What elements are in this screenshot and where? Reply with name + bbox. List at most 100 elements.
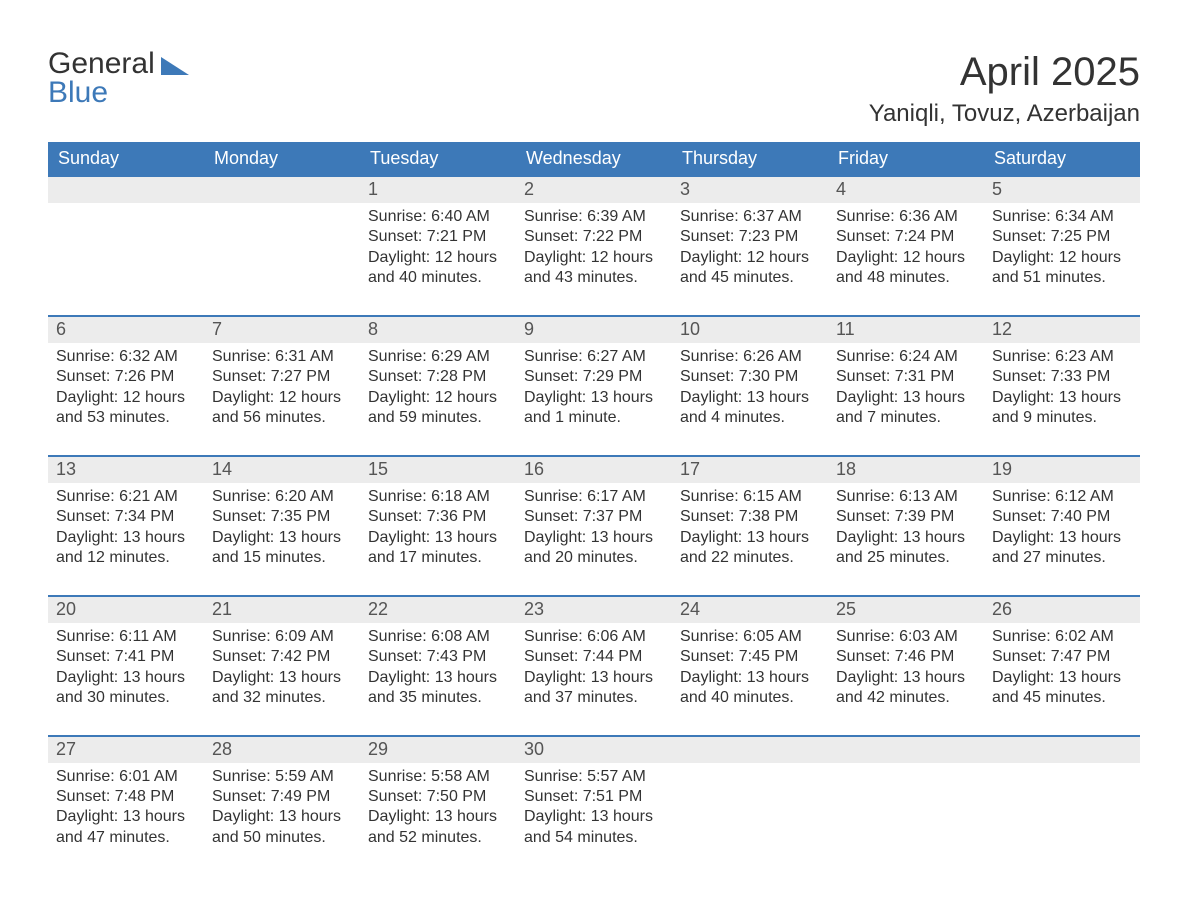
weekday-header: Monday bbox=[204, 142, 360, 175]
day-sr: Sunrise: 5:58 AM bbox=[368, 767, 508, 787]
day-sr: Sunrise: 6:09 AM bbox=[212, 627, 352, 647]
day-number: 21 bbox=[204, 597, 360, 623]
day-detail bbox=[672, 763, 828, 849]
day-detail: Sunrise: 6:15 AMSunset: 7:38 PMDaylight:… bbox=[672, 483, 828, 569]
day-d2: and 27 minutes. bbox=[992, 548, 1132, 568]
day-number: 3 bbox=[672, 177, 828, 203]
day-body-row: Sunrise: 6:32 AMSunset: 7:26 PMDaylight:… bbox=[48, 343, 1140, 429]
day-d1: Daylight: 13 hours bbox=[524, 807, 664, 827]
day-d1: Daylight: 13 hours bbox=[836, 528, 976, 548]
day-number: 6 bbox=[48, 317, 204, 343]
day-d1: Daylight: 13 hours bbox=[680, 528, 820, 548]
day-detail: Sunrise: 6:27 AMSunset: 7:29 PMDaylight:… bbox=[516, 343, 672, 429]
flag-icon bbox=[161, 57, 189, 75]
day-d2: and 37 minutes. bbox=[524, 688, 664, 708]
day-number: 23 bbox=[516, 597, 672, 623]
weekday-header-row: Sunday Monday Tuesday Wednesday Thursday… bbox=[48, 142, 1140, 175]
day-number: 27 bbox=[48, 737, 204, 763]
day-number: 15 bbox=[360, 457, 516, 483]
day-ss: Sunset: 7:40 PM bbox=[992, 507, 1132, 527]
day-ss: Sunset: 7:46 PM bbox=[836, 647, 976, 667]
day-ss: Sunset: 7:44 PM bbox=[524, 647, 664, 667]
day-sr: Sunrise: 6:31 AM bbox=[212, 347, 352, 367]
day-ss: Sunset: 7:45 PM bbox=[680, 647, 820, 667]
day-ss: Sunset: 7:27 PM bbox=[212, 367, 352, 387]
day-detail: Sunrise: 5:57 AMSunset: 7:51 PMDaylight:… bbox=[516, 763, 672, 849]
day-d2: and 20 minutes. bbox=[524, 548, 664, 568]
day-number: 7 bbox=[204, 317, 360, 343]
day-number: 25 bbox=[828, 597, 984, 623]
location-subtitle: Yaniqli, Tovuz, Azerbaijan bbox=[869, 100, 1140, 128]
day-number: 10 bbox=[672, 317, 828, 343]
day-d2: and 45 minutes. bbox=[992, 688, 1132, 708]
day-sr: Sunrise: 6:24 AM bbox=[836, 347, 976, 367]
day-d1: Daylight: 13 hours bbox=[368, 668, 508, 688]
day-d1: Daylight: 13 hours bbox=[524, 388, 664, 408]
day-d2: and 45 minutes. bbox=[680, 268, 820, 288]
weekday-header: Friday bbox=[828, 142, 984, 175]
day-number-row: 27282930 bbox=[48, 737, 1140, 763]
day-number: 14 bbox=[204, 457, 360, 483]
day-detail: Sunrise: 6:34 AMSunset: 7:25 PMDaylight:… bbox=[984, 203, 1140, 289]
day-d1: Daylight: 12 hours bbox=[212, 388, 352, 408]
day-ss: Sunset: 7:24 PM bbox=[836, 227, 976, 247]
weekday-header: Saturday bbox=[984, 142, 1140, 175]
day-number: 9 bbox=[516, 317, 672, 343]
day-number-row: 12345 bbox=[48, 177, 1140, 203]
day-d2: and 35 minutes. bbox=[368, 688, 508, 708]
day-d2: and 51 minutes. bbox=[992, 268, 1132, 288]
day-sr: Sunrise: 6:27 AM bbox=[524, 347, 664, 367]
weekday-header: Thursday bbox=[672, 142, 828, 175]
day-ss: Sunset: 7:50 PM bbox=[368, 787, 508, 807]
day-d1: Daylight: 13 hours bbox=[56, 668, 196, 688]
day-ss: Sunset: 7:29 PM bbox=[524, 367, 664, 387]
day-number: 16 bbox=[516, 457, 672, 483]
day-d2: and 47 minutes. bbox=[56, 828, 196, 848]
day-d2: and 9 minutes. bbox=[992, 408, 1132, 428]
day-d1: Daylight: 12 hours bbox=[680, 248, 820, 268]
day-detail: Sunrise: 6:06 AMSunset: 7:44 PMDaylight:… bbox=[516, 623, 672, 709]
day-d1: Daylight: 12 hours bbox=[368, 248, 508, 268]
title-block: April 2025 Yaniqli, Tovuz, Azerbaijan bbox=[869, 50, 1140, 128]
day-sr: Sunrise: 6:17 AM bbox=[524, 487, 664, 507]
day-sr: Sunrise: 6:21 AM bbox=[56, 487, 196, 507]
day-number-row: 6789101112 bbox=[48, 317, 1140, 343]
day-number: 1 bbox=[360, 177, 516, 203]
day-number: 17 bbox=[672, 457, 828, 483]
calendar-week: 27282930Sunrise: 6:01 AMSunset: 7:48 PMD… bbox=[48, 735, 1140, 849]
day-sr: Sunrise: 6:40 AM bbox=[368, 207, 508, 227]
day-detail bbox=[984, 763, 1140, 849]
day-sr: Sunrise: 6:12 AM bbox=[992, 487, 1132, 507]
day-d2: and 42 minutes. bbox=[836, 688, 976, 708]
day-detail: Sunrise: 5:59 AMSunset: 7:49 PMDaylight:… bbox=[204, 763, 360, 849]
day-ss: Sunset: 7:49 PM bbox=[212, 787, 352, 807]
day-d2: and 7 minutes. bbox=[836, 408, 976, 428]
day-detail bbox=[48, 203, 204, 289]
day-detail: Sunrise: 6:39 AMSunset: 7:22 PMDaylight:… bbox=[516, 203, 672, 289]
day-ss: Sunset: 7:35 PM bbox=[212, 507, 352, 527]
day-detail: Sunrise: 6:05 AMSunset: 7:45 PMDaylight:… bbox=[672, 623, 828, 709]
day-sr: Sunrise: 6:06 AM bbox=[524, 627, 664, 647]
page-root: General Blue April 2025 Yaniqli, Tovuz, … bbox=[0, 0, 1188, 888]
day-d2: and 32 minutes. bbox=[212, 688, 352, 708]
page-title: April 2025 bbox=[869, 50, 1140, 94]
day-number bbox=[672, 737, 828, 763]
day-sr: Sunrise: 6:34 AM bbox=[992, 207, 1132, 227]
day-detail bbox=[828, 763, 984, 849]
day-sr: Sunrise: 6:37 AM bbox=[680, 207, 820, 227]
day-d2: and 40 minutes. bbox=[368, 268, 508, 288]
day-number: 30 bbox=[516, 737, 672, 763]
day-detail: Sunrise: 6:21 AMSunset: 7:34 PMDaylight:… bbox=[48, 483, 204, 569]
day-ss: Sunset: 7:39 PM bbox=[836, 507, 976, 527]
day-detail: Sunrise: 6:03 AMSunset: 7:46 PMDaylight:… bbox=[828, 623, 984, 709]
day-number: 8 bbox=[360, 317, 516, 343]
day-d2: and 59 minutes. bbox=[368, 408, 508, 428]
day-number bbox=[828, 737, 984, 763]
day-body-row: Sunrise: 6:01 AMSunset: 7:48 PMDaylight:… bbox=[48, 763, 1140, 849]
day-number-row: 13141516171819 bbox=[48, 457, 1140, 483]
day-d2: and 17 minutes. bbox=[368, 548, 508, 568]
day-detail: Sunrise: 6:11 AMSunset: 7:41 PMDaylight:… bbox=[48, 623, 204, 709]
day-sr: Sunrise: 6:36 AM bbox=[836, 207, 976, 227]
day-number: 13 bbox=[48, 457, 204, 483]
day-detail: Sunrise: 6:08 AMSunset: 7:43 PMDaylight:… bbox=[360, 623, 516, 709]
